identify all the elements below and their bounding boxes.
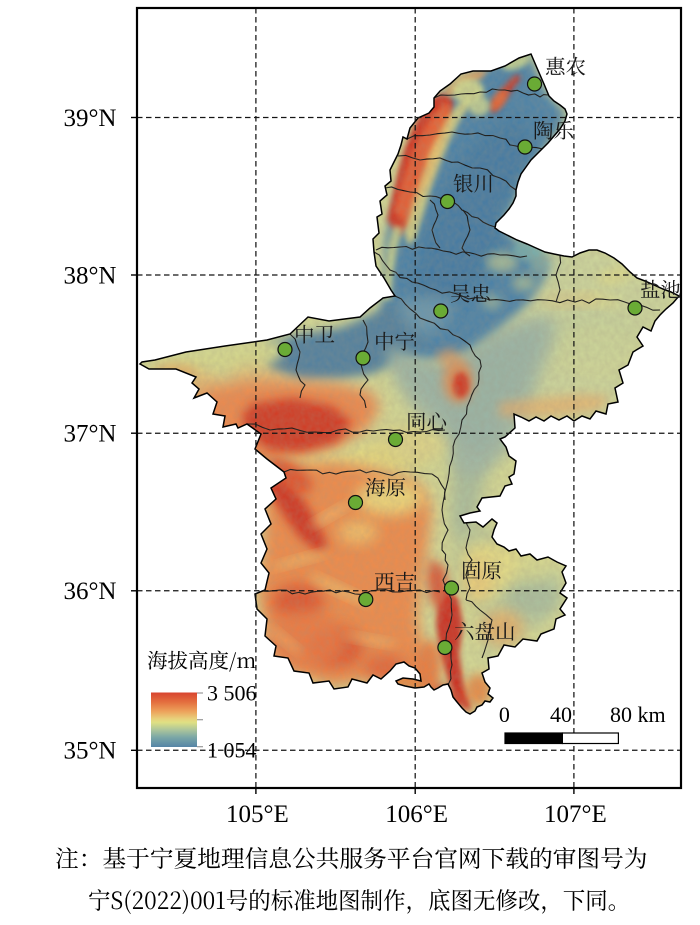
svg-text:36°N: 36°N [63, 578, 116, 605]
svg-text:80 km: 80 km [610, 702, 666, 727]
svg-text:3 506: 3 506 [207, 681, 257, 706]
svg-text:39°N: 39°N [63, 105, 116, 132]
svg-text:105°E: 105°E [226, 801, 289, 828]
svg-text:1 054: 1 054 [207, 738, 257, 763]
svg-text:0: 0 [499, 702, 510, 727]
svg-text:106°E: 106°E [385, 801, 448, 828]
svg-text:35°N: 35°N [63, 738, 116, 765]
svg-text:107°E: 107°E [544, 801, 607, 828]
svg-text:37°N: 37°N [63, 421, 116, 448]
svg-text:40: 40 [550, 702, 572, 727]
svg-text:38°N: 38°N [63, 262, 116, 289]
